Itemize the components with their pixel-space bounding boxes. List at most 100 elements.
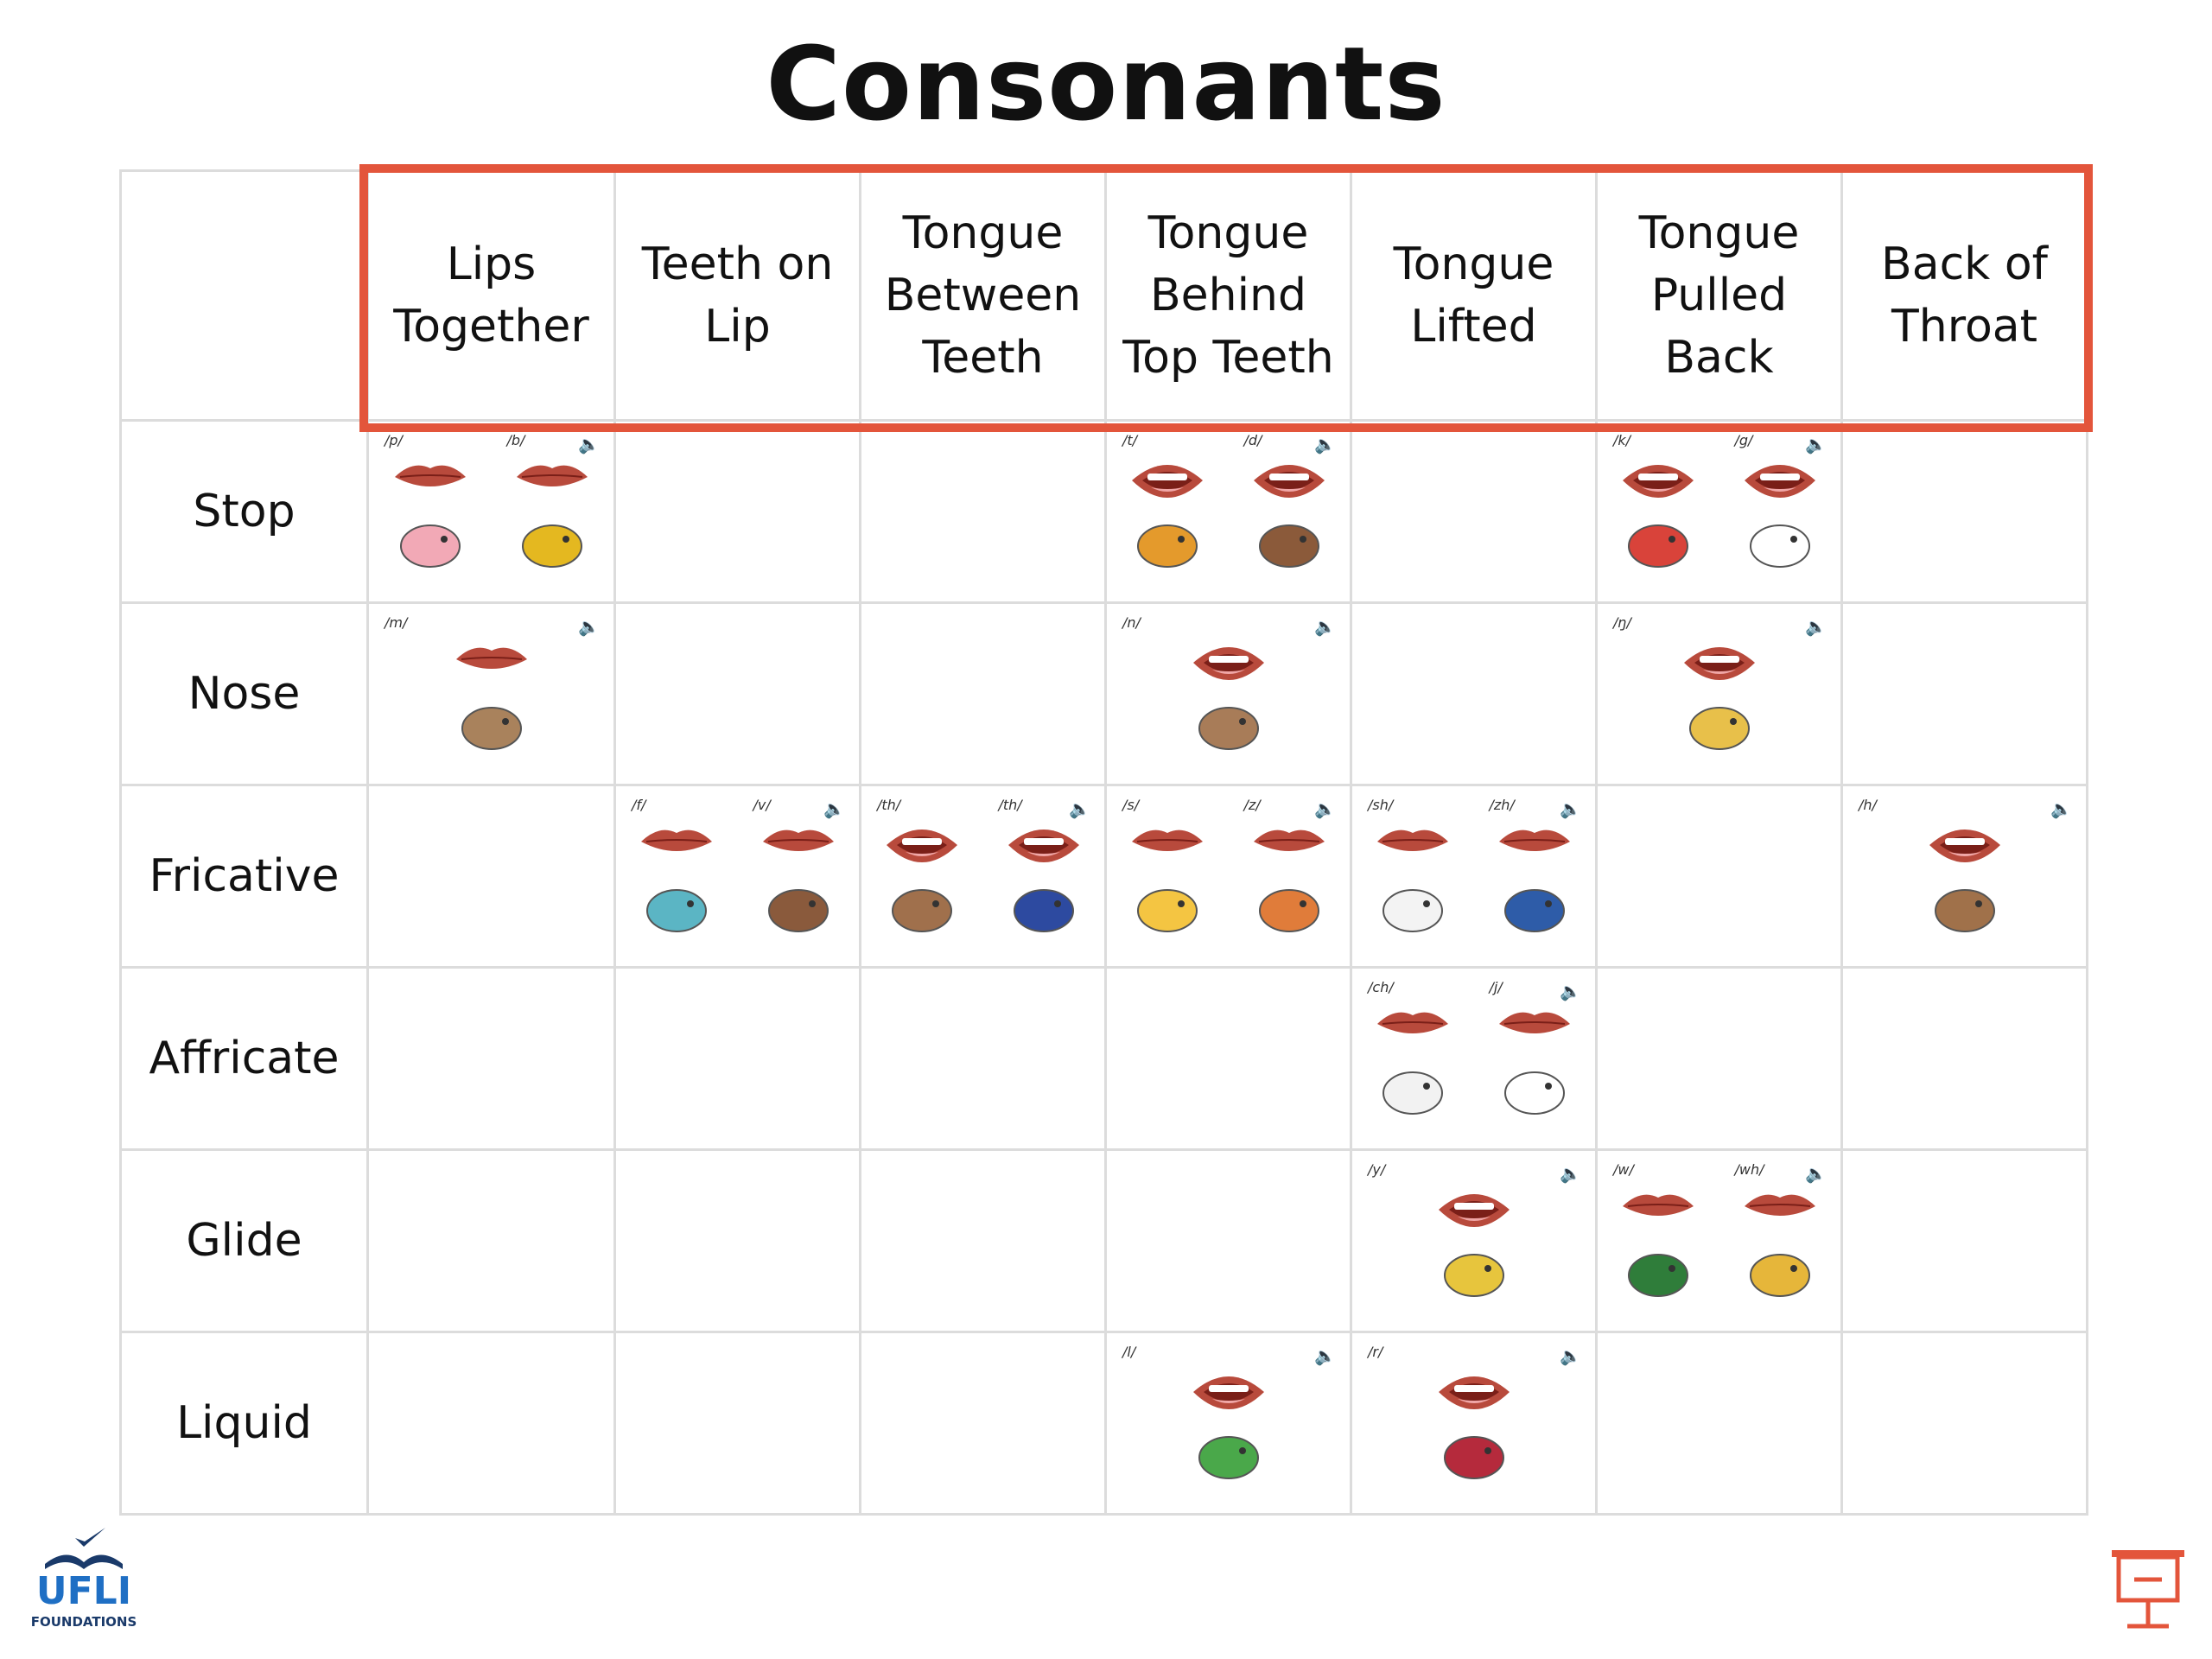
speaker-icon[interactable]: 🔈 <box>1560 1163 1581 1184</box>
sound-card[interactable]: /th/ <box>861 797 983 961</box>
speaker-icon[interactable]: 🔈 <box>1069 798 1090 819</box>
sound-card[interactable]: /ch/ <box>1352 979 1474 1143</box>
cell-affricate-lifted[interactable]: /ch/ /j/ 🔈 <box>1350 966 1598 1151</box>
sound-card[interactable]: /wh/ 🔈 <box>1719 1161 1841 1325</box>
nose-icon <box>1192 697 1265 761</box>
column-header-lips-together: Lips Together <box>366 169 616 422</box>
speaker-icon[interactable]: 🔈 <box>1314 616 1336 637</box>
cell-fricative-behind[interactable]: /s/ /z/ 🔈 <box>1104 784 1352 969</box>
row-stop: Stop /p/ /b/ 🔈 /t/ /d/ 🔈 /k/ /g/ 🔈 <box>119 419 2088 604</box>
cell-stop-throat <box>1840 419 2088 604</box>
mouth-icon <box>1005 819 1083 878</box>
phoneme-label: /y/ <box>1368 1161 1386 1178</box>
cell-fricative-throat[interactable]: /h/ 🔈 <box>1840 784 2088 969</box>
cell-liquid-lifted[interactable]: /r/ 🔈 <box>1350 1331 1598 1516</box>
sound-card[interactable]: /s/ <box>1107 797 1229 961</box>
cell-glide-back[interactable]: /w/ /wh/ 🔈 <box>1595 1148 1843 1333</box>
speaker-icon[interactable]: 🔈 <box>1314 798 1336 819</box>
cell-nose-behind[interactable]: /n/ 🔈 <box>1104 601 1352 786</box>
speaker-icon[interactable]: 🔈 <box>1314 434 1336 454</box>
sound-card[interactable]: /k/ <box>1598 432 1719 596</box>
speaker-icon[interactable]: 🔈 <box>578 434 600 454</box>
phoneme-label: /p/ <box>385 432 403 448</box>
sound-card[interactable]: /n/ 🔈 <box>1107 614 1350 779</box>
mouth-icon <box>513 454 591 501</box>
speaker-icon[interactable]: 🔈 <box>1560 1345 1581 1366</box>
speaker-icon[interactable]: 🔈 <box>823 798 845 819</box>
sound-card[interactable]: /w/ <box>1598 1161 1719 1325</box>
cell-nose-lips[interactable]: /m/ 🔈 <box>366 601 616 786</box>
cell-glide-teeth-on-lip <box>613 1148 861 1333</box>
hat-icon <box>1929 880 2001 944</box>
sound-card[interactable]: /y/ 🔈 <box>1352 1161 1595 1325</box>
mouth-icon <box>1681 637 1758 696</box>
sound-card[interactable]: /m/ 🔈 <box>369 614 613 779</box>
sound-card[interactable]: /h/ 🔈 <box>1843 797 2086 961</box>
speaker-icon[interactable]: 🔈 <box>1805 1163 1827 1184</box>
cell-fricative-teeth-on-lip[interactable]: /f/ /v/ 🔈 <box>613 784 861 969</box>
mouth-icon <box>1190 1366 1268 1425</box>
speaker-icon[interactable]: 🔈 <box>1805 434 1827 454</box>
cell-stop-behind[interactable]: /t/ /d/ 🔈 <box>1104 419 1352 604</box>
sound-card[interactable]: /v/ 🔈 <box>738 797 860 961</box>
cell-stop-back[interactable]: /k/ /g/ 🔈 <box>1595 419 1843 604</box>
sound-card[interactable]: /zh/ 🔈 <box>1474 797 1596 961</box>
speaker-icon[interactable]: 🔈 <box>1560 981 1581 1001</box>
sound-card[interactable]: /j/ 🔈 <box>1474 979 1596 1143</box>
book-bird-icon <box>45 1528 123 1569</box>
speaker-icon[interactable]: 🔈 <box>1560 798 1581 819</box>
sound-group: /k/ /g/ 🔈 <box>1598 432 1840 596</box>
sound-card[interactable]: /sh/ <box>1352 797 1474 961</box>
column-header-tongue-lifted: Tongue Lifted <box>1350 169 1598 422</box>
cell-glide-lips <box>366 1148 616 1333</box>
sound-card[interactable]: /g/ 🔈 <box>1719 432 1841 596</box>
speaker-icon[interactable]: 🔈 <box>2050 798 2072 819</box>
phoneme-label: /th/ <box>998 797 1022 813</box>
sound-card[interactable]: /l/ 🔈 <box>1107 1344 1350 1508</box>
sound-card[interactable]: /t/ <box>1107 432 1229 596</box>
cell-fricative-lips <box>366 784 616 969</box>
sound-card[interactable]: /b/ 🔈 <box>492 432 614 596</box>
phoneme-label: /wh/ <box>1734 1161 1764 1178</box>
cell-nose-between <box>859 601 1107 786</box>
phoneme-label: /l/ <box>1122 1344 1136 1360</box>
cell-nose-lifted <box>1350 601 1598 786</box>
sound-card[interactable]: /d/ 🔈 <box>1229 432 1351 596</box>
mouth-icon <box>1435 1184 1513 1243</box>
sound-card[interactable]: /r/ 🔈 <box>1352 1344 1595 1508</box>
phoneme-label: /w/ <box>1613 1161 1634 1178</box>
tiger-icon <box>1131 515 1204 579</box>
phoneme-label: /sh/ <box>1368 797 1394 813</box>
cell-liquid-behind[interactable]: /l/ 🔈 <box>1104 1331 1352 1516</box>
speaker-icon[interactable]: 🔈 <box>1805 616 1827 637</box>
treasure-chest-icon <box>1498 880 1571 944</box>
cell-fricative-between[interactable]: /th/ /th/ 🔈 <box>859 784 1107 969</box>
sound-group: /f/ /v/ 🔈 <box>616 797 859 961</box>
sound-group: /w/ /wh/ 🔈 <box>1598 1161 1840 1325</box>
cell-nose-back[interactable]: /ŋ/ 🔈 <box>1595 601 1843 786</box>
sound-group: /s/ /z/ 🔈 <box>1107 797 1350 961</box>
row-label-liquid: Liquid <box>119 1331 369 1516</box>
cell-fricative-lifted[interactable]: /sh/ /zh/ 🔈 <box>1350 784 1598 969</box>
sound-card[interactable]: /ŋ/ 🔈 <box>1598 614 1840 779</box>
ring-icon <box>1683 697 1756 761</box>
sound-card[interactable]: /th/ 🔈 <box>983 797 1105 961</box>
sound-card[interactable]: /p/ <box>369 432 492 596</box>
speaker-icon[interactable]: 🔈 <box>1314 1345 1336 1366</box>
sound-group: /p/ /b/ 🔈 <box>369 432 613 596</box>
cell-glide-lifted[interactable]: /y/ 🔈 <box>1350 1148 1598 1333</box>
speaker-icon[interactable]: 🔈 <box>578 616 600 637</box>
phoneme-label: /d/ <box>1243 432 1262 448</box>
sound-card[interactable]: /z/ 🔈 <box>1229 797 1351 961</box>
page-title: Consonants <box>766 24 1446 143</box>
cell-stop-lips[interactable]: /p/ /b/ 🔈 <box>366 419 616 604</box>
cell-fricative-back <box>1595 784 1843 969</box>
sound-card[interactable]: /f/ <box>616 797 738 961</box>
phoneme-label: /s/ <box>1122 797 1140 813</box>
dog-icon <box>1253 515 1325 579</box>
presentation-icon[interactable] <box>2108 1547 2188 1633</box>
phoneme-label: /ch/ <box>1368 979 1394 995</box>
mouth-icon <box>883 819 961 878</box>
ghost-icon <box>1744 515 1816 579</box>
sound-group: /n/ 🔈 <box>1107 614 1350 779</box>
